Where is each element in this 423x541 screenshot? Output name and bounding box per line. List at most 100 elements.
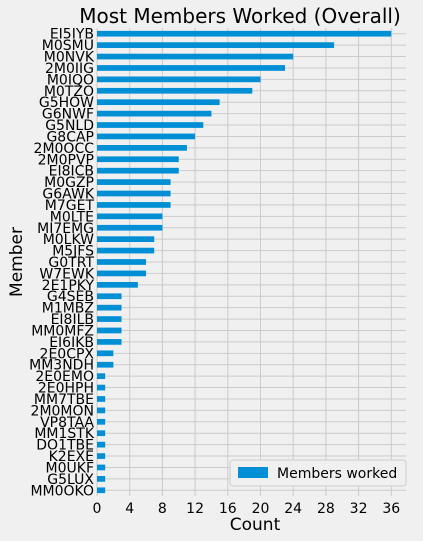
y-tick-label: G5LUX — [47, 472, 94, 488]
bar-g6awk — [97, 190, 171, 197]
bar-m7get — [97, 202, 171, 208]
bar-mm7tbe — [97, 396, 106, 402]
bar-g5nld — [97, 122, 204, 128]
x-tick-label: 4 — [125, 501, 134, 517]
bar-mm1stk — [97, 430, 106, 437]
bar-ei8ilb — [97, 316, 122, 322]
y-tick-label: MI7EMG — [37, 221, 94, 237]
y-tick-label: M0LTE — [50, 209, 94, 225]
y-tick-label: MM3NDH — [29, 358, 94, 374]
y-tick-label: G5HOW — [39, 95, 94, 111]
bar-ei5iyb — [97, 30, 392, 37]
bar-g8cap — [97, 133, 196, 140]
y-tick-label: W7EWK — [39, 266, 94, 282]
legend-swatch — [238, 467, 268, 478]
y-tick-label: EI8ICB — [49, 164, 94, 180]
x-tick-label: 28 — [317, 501, 335, 517]
bar-2e0hph — [97, 384, 106, 391]
y-tick-label: MM7TBE — [34, 392, 94, 408]
y-tick-label: M0UKF — [46, 460, 94, 476]
legend-label: Members worked — [277, 466, 397, 482]
y-tick-label: DO1TBE — [36, 438, 94, 454]
bar-m0lte — [97, 213, 163, 220]
bar-ei6ikb — [97, 339, 122, 345]
y-tick-label: 2E1PKY — [42, 278, 95, 294]
bar-g0trt — [97, 259, 147, 265]
bar-m5jfs — [97, 247, 155, 254]
y-tick-label: 2E0EMO — [35, 369, 94, 385]
y-tick-label: G5NLD — [45, 118, 94, 134]
x-tick-label: 24 — [284, 501, 302, 517]
bar-2m0occ — [97, 145, 187, 151]
bar-2m0pvp — [97, 156, 179, 163]
y-tick-label: 2M0MON — [31, 403, 94, 419]
bar-g5lux — [97, 476, 106, 482]
y-tick-label: M0LKW — [43, 232, 94, 248]
x-tick-label: 20 — [252, 501, 270, 517]
y-tick-label: 2M0PVP — [38, 152, 94, 168]
bar-2e1pky — [97, 281, 138, 288]
bar-2e0cpx — [97, 350, 114, 357]
bar-m0gzp — [97, 179, 171, 185]
bar-mi7emg — [97, 224, 163, 231]
legend: Members worked — [229, 459, 407, 487]
bar-g5how — [97, 99, 220, 106]
y-tick-label: MM0MFZ — [31, 323, 94, 339]
bar-mm0mfz — [97, 327, 122, 334]
bar-m0iqo — [97, 76, 261, 83]
bar-w7ewk — [97, 270, 147, 277]
y-tick-label: G6NWF — [42, 107, 94, 123]
bar-2e0emo — [97, 373, 106, 379]
x-tick-label: 0 — [93, 501, 102, 517]
y-tick-label: K2EXE — [49, 449, 94, 465]
y-tick-label: 2M0IIG — [45, 61, 94, 77]
y-tick-label: G0TRT — [48, 255, 94, 271]
y-tick-label: G8CAP — [46, 129, 94, 145]
bar-m0lkw — [97, 236, 155, 243]
y-tick-label: MM1STK — [34, 426, 95, 442]
y-tick-label: EI6IKB — [49, 335, 94, 351]
bar-mm0oko — [97, 487, 106, 494]
bar-m0nvk — [97, 53, 294, 60]
y-tick-label: M0TZO — [44, 84, 94, 100]
bar-2m0mon — [97, 407, 106, 414]
y-tick-labels: EI5IYBM0SMUM0NVK2M0IIGM0IQOM0TZOG5HOWG6N… — [29, 27, 95, 500]
y-tick-label: 2E0CPX — [40, 346, 95, 362]
bar-g6nwf — [97, 110, 212, 117]
y-tick-label: EI5IYB — [50, 27, 94, 43]
bar-ei8icb — [97, 167, 179, 174]
chart-title: Most Members Worked (Overall) — [79, 4, 401, 28]
legend-box — [229, 459, 407, 487]
y-tick-label: M0GZP — [44, 175, 94, 191]
bar-k2exe — [97, 453, 106, 459]
y-axis-label: Member — [7, 227, 27, 297]
y-tick-label: M0NVK — [44, 50, 95, 66]
bar-m0ukf — [97, 464, 106, 471]
x-axis-label: Count — [230, 515, 281, 535]
y-tick-label: M5JFS — [52, 244, 94, 260]
y-tick-label: G6AWK — [42, 187, 94, 203]
bar-m0tzo — [97, 87, 253, 94]
x-tick-label: 16 — [219, 501, 237, 517]
bar-m0smu — [97, 42, 335, 48]
y-tick-label: G4SEB — [47, 289, 94, 305]
bar-m1mbz — [97, 304, 122, 311]
bar-2m0iig — [97, 65, 286, 71]
x-tick-label: 36 — [382, 501, 400, 517]
x-tick-label: 8 — [158, 501, 167, 517]
bars-layer — [97, 30, 392, 494]
bar-g4seb — [97, 293, 122, 300]
y-tick-label: MM0OKO — [30, 483, 94, 499]
x-tick-labels: 0 4 8 12 16 20 24 28 32 36 — [93, 501, 401, 517]
y-tick-label: M7GET — [45, 198, 95, 214]
x-tick-label: 12 — [186, 501, 204, 517]
bar-vp8taa — [97, 418, 106, 425]
bar-do1tbe — [97, 441, 106, 448]
y-tick-label: M0IQO — [47, 72, 94, 88]
y-tick-label: M0SMU — [42, 38, 94, 54]
y-tick-label: 2E0HPH — [38, 381, 94, 397]
y-tick-label: EI8ILB — [51, 312, 94, 328]
y-tick-label: VP8TAA — [40, 415, 94, 431]
